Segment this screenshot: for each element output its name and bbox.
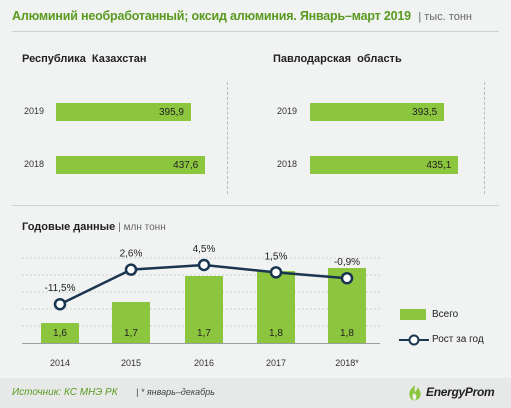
footer: Источник: КС МНЭ РК | * январь–декабрь E… xyxy=(0,378,511,408)
chart-title-text: Алюминий необработанный; оксид алюминия.… xyxy=(12,9,411,23)
energyprom-logo: EnergyProm xyxy=(406,383,502,403)
growth-label-2017: 1,5% xyxy=(265,251,288,262)
growth-point-2014 xyxy=(53,297,67,311)
value-kz-2018: 437,6 xyxy=(173,160,199,171)
y-label-pv-2018: 2018 xyxy=(277,159,298,169)
annual-bar-2017 xyxy=(257,271,295,343)
y-label-kz-2019: 2019 xyxy=(24,106,45,116)
panel-divider-2 xyxy=(484,82,485,194)
y-label-kz-2018: 2018 xyxy=(24,159,45,169)
region-title-pavlodar: Павлодарская область xyxy=(273,53,402,65)
chart-title: Алюминий необработанный; оксид алюминия.… xyxy=(12,9,472,23)
legend-total-swatch xyxy=(400,309,426,320)
value-pv-2018: 435,1 xyxy=(426,160,452,171)
bar-pv-2019 xyxy=(310,103,445,121)
logo-flame-icon xyxy=(409,385,421,401)
legend-growth-marker xyxy=(399,334,429,346)
title-divider xyxy=(12,31,499,32)
chart-title-unit: | тыс. тонн xyxy=(418,11,472,23)
growth-point-2015 xyxy=(124,263,138,276)
x-tick-2017: 2017 xyxy=(266,358,286,368)
source-text: Источник: КС МНЭ РК xyxy=(12,387,118,398)
annual-bar-label-2014: 1,6 xyxy=(53,328,67,339)
legend-total-label: Всего xyxy=(432,309,459,320)
x-tick-2016: 2016 xyxy=(194,358,214,368)
growth-label-2018*: -0,9% xyxy=(334,257,360,268)
annual-title: Годовые данные | млн тонн xyxy=(22,221,166,233)
annual-bar-2015 xyxy=(112,302,150,343)
bar-kz-2019 xyxy=(56,103,191,121)
annual-bar-label-2017: 1,8 xyxy=(269,328,283,339)
region-title-kazakhstan: Республика Казахстан xyxy=(22,53,147,65)
growth-label-2016: 4,5% xyxy=(193,244,216,255)
x-tick-2014: 2014 xyxy=(50,358,70,368)
footnote-text: | * январь–декабрь xyxy=(136,387,215,397)
growth-label-2014: -11,5% xyxy=(45,283,76,294)
bar-pv-2018 xyxy=(310,156,459,174)
x-tick-2015: 2015 xyxy=(121,358,141,368)
annual-chart: 1,6 2014 1,7 2015 1,7 2016 1,8 2017 1,8 2018* -11,… xyxy=(22,244,380,368)
growth-point-2016 xyxy=(197,258,211,272)
annual-bar-label-2016: 1,7 xyxy=(197,328,211,339)
annual-bar-label-2015: 1,7 xyxy=(124,328,138,339)
legend-growth-label: Рост за год xyxy=(432,334,484,345)
annual-bar-2016 xyxy=(185,276,223,343)
bar-kz-2018 xyxy=(56,156,206,174)
annual-title-text: Годовые данные xyxy=(22,221,116,233)
section-divider xyxy=(12,205,499,206)
annual-bar-2014 xyxy=(41,323,79,343)
annual-title-unit: | млн тонн xyxy=(118,222,166,233)
growth-label-2015: 2,6% xyxy=(120,249,143,260)
y-label-pv-2019: 2019 xyxy=(277,106,298,116)
panel-divider-1 xyxy=(227,82,228,194)
x-tick-2018*: 2018* xyxy=(335,358,359,368)
value-pv-2019: 393,5 xyxy=(412,107,438,118)
growth-point-2017 xyxy=(269,266,283,279)
growth-point-2018* xyxy=(340,271,354,285)
logo-text: EnergyProm xyxy=(426,385,495,399)
annual-bar-label-2018*: 1,8 xyxy=(340,328,354,339)
value-kz-2019: 395,9 xyxy=(158,107,184,118)
